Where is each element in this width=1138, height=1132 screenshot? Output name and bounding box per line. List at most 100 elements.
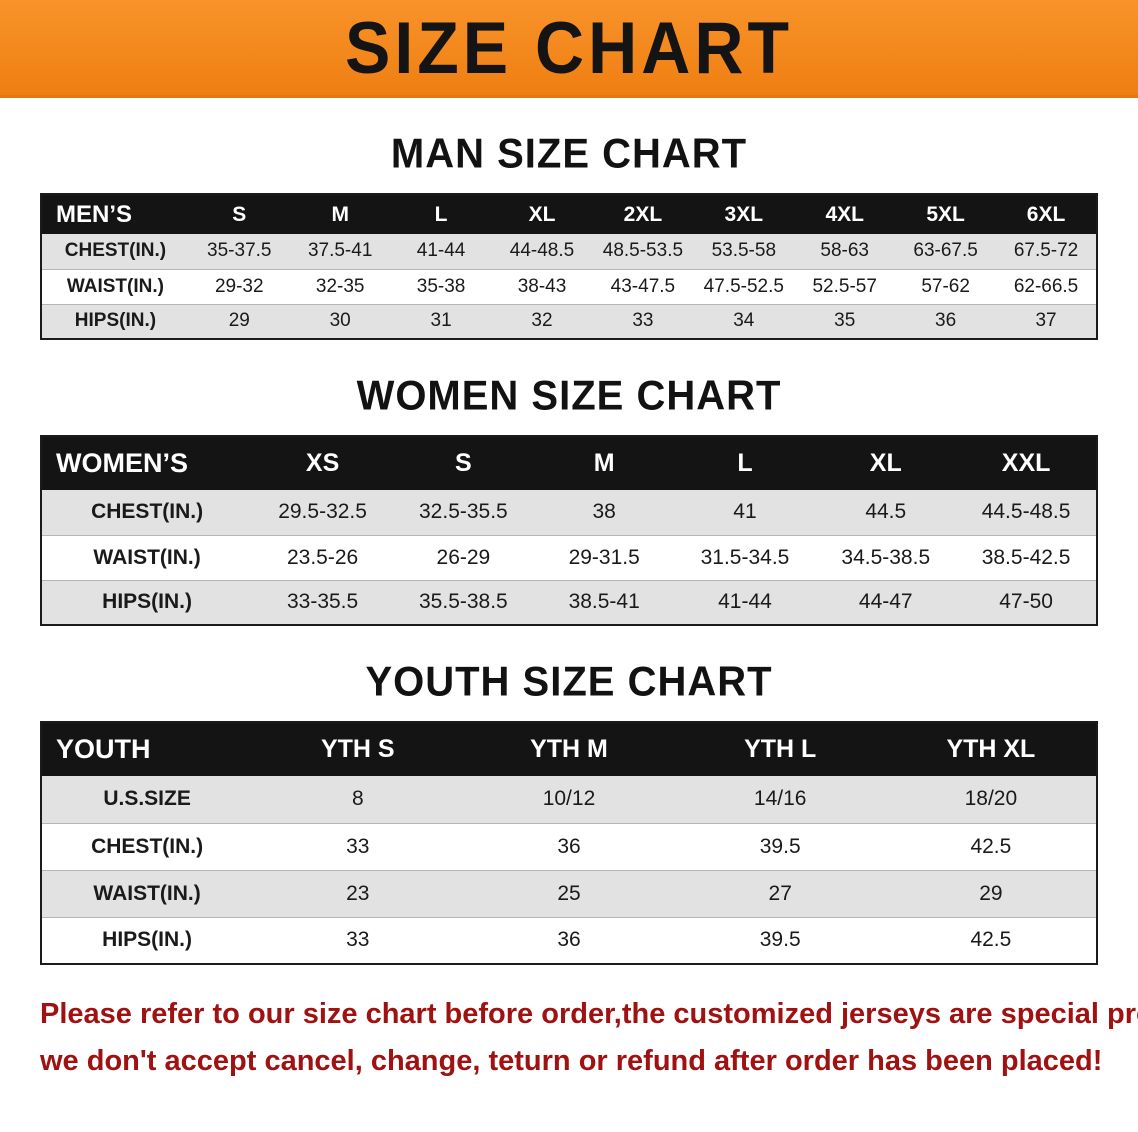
value-cell: 10/12	[542, 787, 596, 811]
men-section-heading: MAN SIZE CHART	[390, 130, 748, 178]
value-cell: 34.5-38.5	[841, 545, 931, 569]
value-cell: 33	[632, 310, 654, 332]
value-cell: 67.5-72	[1013, 240, 1079, 262]
table-row: HIPS(IN.) 33-35.5 35.5-38.5 38.5-41 41-44 44-…	[41, 580, 1097, 625]
table-row: CHEST(IN.) 35-37.5 37.5-41 41-44 44-48.5 48.5…	[41, 234, 1097, 269]
value-cell: 33	[346, 928, 370, 952]
value-cell: 35	[834, 310, 856, 332]
value-cell: 36	[557, 834, 581, 858]
women-size-section: WOMEN SIZE CHART WOMEN’S XS S M L XL XXL CHEST(…	[40, 372, 1098, 626]
youth-size-table: YOUTH YTH S YTH M YTH L YTH XL U.S.SIZE 8 10/12…	[40, 721, 1098, 965]
size-header-cell: 6XL	[996, 194, 1097, 234]
value-cell: 47.5-52.5	[703, 275, 784, 297]
value-cell: 44.5-48.5	[981, 500, 1071, 524]
size-header-cell: 5XL	[895, 194, 997, 234]
value-cell: 31	[430, 310, 452, 332]
value-cell: 44.5	[865, 500, 907, 524]
table-row: WAIST(IN.) 29-32 32-35 35-38 38-43 43-47.5 47.…	[41, 269, 1097, 304]
value-cell: 18/20	[964, 787, 1018, 811]
youth-size-section: YOUTH SIZE CHART YOUTH YTH S YTH M YTH L YTH…	[40, 658, 1098, 965]
value-cell: 31.5-34.5	[700, 545, 790, 569]
size-header-cell: XXL	[956, 436, 1097, 490]
value-cell: 58-63	[820, 240, 870, 262]
measure-label-cell: CHEST(IN.)	[91, 834, 204, 858]
measure-label-cell: WAIST(IN.)	[93, 545, 201, 569]
youth-section-heading: YOUTH SIZE CHART	[365, 658, 773, 706]
value-cell: 29	[979, 881, 1003, 905]
size-header-cell: M	[533, 436, 675, 490]
value-cell: 62-66.5	[1013, 275, 1079, 297]
table-title-cell: WOMEN’S	[41, 436, 253, 490]
size-header-cell: YTH M	[463, 722, 675, 776]
size-header-cell: S	[392, 436, 534, 490]
table-row: WAIST(IN.) 23 25 27 29	[41, 870, 1097, 917]
table-row: U.S.SIZE 8 10/12 14/16 18/20	[41, 776, 1097, 823]
size-header-cell: YTH S	[252, 722, 464, 776]
value-cell: 36	[935, 310, 957, 332]
measure-label-cell: HIPS(IN.)	[102, 928, 193, 952]
value-cell: 36	[557, 928, 581, 952]
measure-label-cell: U.S.SIZE	[103, 787, 191, 811]
value-cell: 35-38	[416, 275, 466, 297]
measure-label-cell: WAIST(IN.)	[66, 275, 164, 297]
value-cell: 42.5	[970, 928, 1012, 952]
value-cell: 41-44	[718, 590, 772, 614]
table-header-row: YOUTH YTH S YTH M YTH L YTH XL	[41, 722, 1097, 776]
measure-label-cell: WAIST(IN.)	[93, 881, 201, 905]
size-header-cell: L	[390, 194, 492, 234]
size-header-cell: 4XL	[794, 194, 896, 234]
value-cell: 29-31.5	[568, 545, 640, 569]
value-cell: 43-47.5	[610, 275, 676, 297]
measure-label-cell: CHEST(IN.)	[64, 240, 167, 262]
value-cell: 30	[329, 310, 351, 332]
value-cell: 38	[592, 500, 616, 524]
value-cell: 52.5-57	[812, 275, 877, 297]
value-cell: 29.5-32.5	[278, 500, 367, 524]
size-header-cell: YTH L	[674, 722, 886, 776]
value-cell: 32	[531, 310, 553, 332]
table-header-row: WOMEN’S XS S M L XL XXL	[41, 436, 1097, 490]
size-header-cell: 3XL	[693, 194, 795, 234]
value-cell: 47-50	[999, 590, 1053, 614]
size-header-cell: 2XL	[592, 194, 694, 234]
size-header-cell: L	[674, 436, 816, 490]
disclaimer-line-2: we don't accept cancel, change, teturn o…	[40, 1045, 1103, 1077]
men-size-table: MEN’S S M L XL 2XL 3XL 4XL 5XL 6XL CHEST(IN.) 35-37…	[40, 193, 1098, 340]
value-cell: 38-43	[517, 275, 567, 297]
value-cell: 44-47	[858, 590, 913, 614]
banner-title: SIZE CHART	[345, 6, 793, 89]
value-cell: 41-44	[416, 240, 466, 262]
table-row: CHEST(IN.) 29.5-32.5 32.5-35.5 38 41 44.5 44.5…	[41, 490, 1097, 535]
value-cell: 38.5-41	[568, 590, 640, 614]
size-header-cell: XL	[815, 436, 957, 490]
value-cell: 33-35.5	[286, 590, 359, 614]
value-cell: 44-48.5	[509, 240, 575, 262]
value-cell: 23.5-26	[286, 545, 359, 569]
value-cell: 38.5-42.5	[981, 545, 1071, 569]
women-size-table: WOMEN’S XS S M L XL XXL CHEST(IN.) 29.5-32.5 32.5…	[40, 435, 1098, 626]
table-title-cell: YOUTH	[41, 722, 253, 776]
women-section-heading: WOMEN SIZE CHART	[356, 372, 782, 420]
size-header-cell: M	[289, 194, 391, 234]
value-cell: 34	[733, 310, 755, 332]
size-header-cell: YTH XL	[885, 722, 1097, 776]
value-cell: 26-29	[436, 545, 491, 569]
measure-label-cell: CHEST(IN.)	[91, 500, 204, 524]
value-cell: 39.5	[759, 834, 801, 858]
value-cell: 27	[768, 881, 792, 905]
table-row: HIPS(IN.) 29 30 31 32 33 34 35 36 37	[41, 304, 1097, 339]
value-cell: 23	[346, 881, 370, 905]
page-content: MAN SIZE CHART MEN’S S M L XL 2XL 3XL 4XL 5XL 6XL…	[0, 130, 1138, 1085]
size-header-cell: XS	[252, 436, 393, 490]
value-cell: 14/16	[753, 787, 807, 811]
men-size-section: MAN SIZE CHART MEN’S S M L XL 2XL 3XL 4XL 5XL 6XL…	[40, 130, 1098, 340]
value-cell: 41	[733, 500, 757, 524]
value-cell: 42.5	[970, 834, 1012, 858]
table-row: CHEST(IN.) 33 36 39.5 42.5	[41, 823, 1097, 870]
value-cell: 48.5-53.5	[602, 240, 684, 262]
disclaimer-line-1: Please refer to our size chart before or…	[40, 998, 1138, 1030]
value-cell: 35-37.5	[207, 240, 272, 262]
value-cell: 53.5-58	[711, 240, 777, 262]
value-cell: 57-62	[921, 275, 970, 297]
value-cell: 63-67.5	[913, 240, 978, 262]
